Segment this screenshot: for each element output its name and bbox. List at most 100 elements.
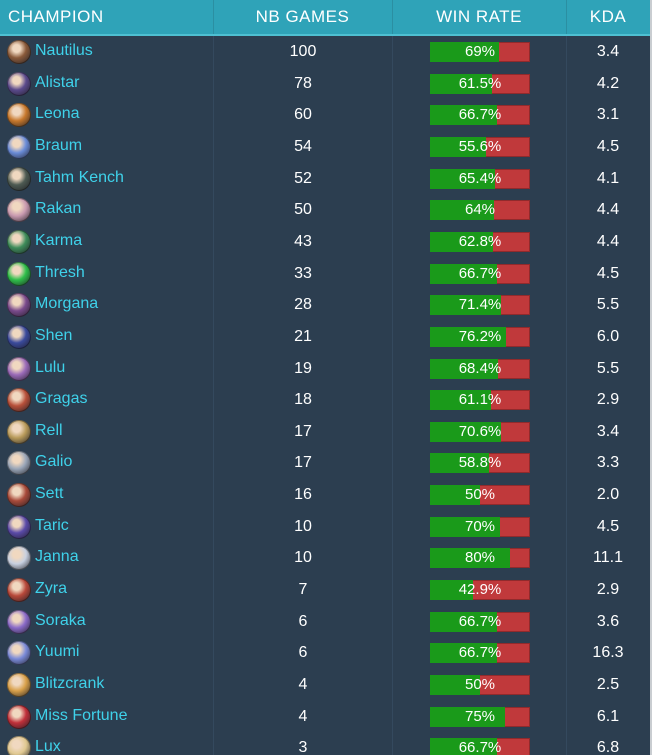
table-row[interactable]: Miss Fortune 4 75% 6.1 xyxy=(0,701,650,733)
champion-portrait-icon xyxy=(7,388,31,413)
winrate-bar-fill xyxy=(430,421,501,442)
table-row[interactable]: Tahm Kench 52 65.4% 4.1 xyxy=(0,163,650,195)
champion-name-link[interactable]: Tahm Kench xyxy=(35,168,124,186)
champion-name-link[interactable]: Nautilus xyxy=(35,42,93,59)
champion-portrait-icon xyxy=(7,609,31,634)
champion-portrait-icon xyxy=(7,514,31,539)
column-header-winrate[interactable]: WIN RATE xyxy=(436,7,522,26)
winrate-label: 66.7% xyxy=(458,644,502,662)
champion-name-link[interactable]: Sett xyxy=(35,485,64,503)
winrate-bar: 42.9% xyxy=(430,580,530,601)
games-count: 10 xyxy=(294,517,312,535)
winrate-bar: 64% xyxy=(430,200,530,221)
champion-name-link[interactable]: Yuumi xyxy=(35,643,80,661)
column-header-kda[interactable]: KDA xyxy=(589,7,627,26)
winrate-bar: 76.2% xyxy=(430,326,530,347)
table-row[interactable]: Shen 21 76.2% 6.0 xyxy=(0,321,650,353)
winrate-bar: 80% xyxy=(430,548,530,569)
winrate-bar-fill xyxy=(430,390,492,411)
games-count: 3 xyxy=(298,739,308,755)
table-row[interactable]: Rakan 50 64% 4.4 xyxy=(0,194,650,226)
champion-name-link[interactable]: Alistar xyxy=(35,73,80,91)
table-row[interactable]: Yuumi 6 66.7% 16.3 xyxy=(0,637,650,669)
table-row[interactable]: Lulu 19 68.4% 5.5 xyxy=(0,353,650,385)
champion-name-link[interactable]: Thresh xyxy=(35,263,85,281)
table-row[interactable]: Taric 10 70% 4.5 xyxy=(0,511,650,543)
winrate-bar: 55.6% xyxy=(430,136,530,157)
winrate-label: 58.8% xyxy=(458,454,502,472)
champion-portrait-icon xyxy=(7,736,31,755)
champion-name-link[interactable]: Janna xyxy=(35,548,79,566)
champion-name-link[interactable]: Blitzcrank xyxy=(35,675,105,692)
champion-name-link[interactable]: Rell xyxy=(35,421,63,439)
champion-name-link[interactable]: Karma xyxy=(35,231,83,249)
champion-portrait-icon xyxy=(7,261,31,286)
table-row[interactable]: Thresh 33 66.7% 4.5 xyxy=(0,258,650,290)
winrate-bar-fill xyxy=(430,200,494,221)
games-count: 28 xyxy=(294,296,312,314)
table-row[interactable]: Nautilus 100 69% 3.4 xyxy=(0,36,650,68)
winrate-bar: 50% xyxy=(430,485,530,506)
champion-name-link[interactable]: Lux xyxy=(35,738,61,755)
winrate-bar-fill xyxy=(430,231,493,252)
table-row[interactable]: Morgana 28 71.4% 5.5 xyxy=(0,289,650,321)
table-row[interactable]: Gragas 18 61.1% 2.9 xyxy=(0,384,650,416)
winrate-label: 69% xyxy=(464,43,496,60)
table-row[interactable]: Zyra 7 42.9% 2.9 xyxy=(0,574,650,606)
champion-name-link[interactable]: Soraka xyxy=(35,611,86,629)
column-divider xyxy=(213,0,214,34)
winrate-bar-fill xyxy=(430,168,496,189)
champion-name-link[interactable]: Shen xyxy=(35,326,73,344)
games-count: 17 xyxy=(294,454,312,472)
champion-name-link[interactable]: Braum xyxy=(35,136,83,154)
table-row[interactable]: Alistar 78 61.5% 4.2 xyxy=(0,68,650,100)
table-row[interactable]: Blitzcrank 4 50% 2.5 xyxy=(0,669,650,701)
winrate-label: 42.9% xyxy=(458,581,502,599)
champion-name-link[interactable]: Lulu xyxy=(35,358,66,376)
winrate-label: 68.4% xyxy=(458,359,502,377)
table-row[interactable]: Leona 60 66.7% 3.1 xyxy=(0,99,650,131)
champion-name-link[interactable]: Galio xyxy=(35,453,73,471)
kda-value: 11.1 xyxy=(593,549,623,567)
games-count: 100 xyxy=(289,43,317,60)
games-count: 7 xyxy=(298,581,308,599)
table-row[interactable]: Karma 43 62.8% 4.4 xyxy=(0,226,650,258)
winrate-label: 70% xyxy=(464,517,496,535)
table-row[interactable]: Galio 17 58.8% 3.3 xyxy=(0,447,650,479)
winrate-bar: 70.6% xyxy=(430,421,530,442)
champion-portrait-icon xyxy=(7,641,31,666)
champion-name-link[interactable]: Rakan xyxy=(35,200,82,218)
column-header-champion[interactable]: CHAMPION xyxy=(8,7,104,26)
column-header-games[interactable]: NB GAMES xyxy=(255,7,350,26)
kda-value: 3.4 xyxy=(596,422,620,440)
games-count: 4 xyxy=(298,707,308,725)
champion-name-link[interactable]: Leona xyxy=(35,105,80,123)
games-count: 4 xyxy=(298,676,308,693)
table-row[interactable]: Braum 54 55.6% 4.5 xyxy=(0,131,650,163)
kda-value: 2.9 xyxy=(596,391,620,409)
column-divider xyxy=(566,36,567,755)
winrate-bar-fill xyxy=(430,73,492,94)
champion-name-link[interactable]: Gragas xyxy=(35,390,88,408)
table-row[interactable]: Lux 3 66.7% 6.8 xyxy=(0,732,650,755)
champion-name-link[interactable]: Miss Fortune xyxy=(35,706,128,724)
winrate-label: 61.1% xyxy=(458,391,502,409)
games-count: 50 xyxy=(294,201,312,219)
champion-portrait-icon xyxy=(7,103,31,128)
champion-name-link[interactable]: Taric xyxy=(35,516,69,534)
kda-value: 3.3 xyxy=(596,454,620,472)
kda-value: 6.0 xyxy=(596,327,620,345)
winrate-bar-fill xyxy=(430,485,480,506)
table-row[interactable]: Soraka 6 66.7% 3.6 xyxy=(0,606,650,638)
champion-name-link[interactable]: Morgana xyxy=(35,295,99,313)
kda-value: 4.5 xyxy=(596,137,620,155)
table-row[interactable]: Janna 10 80% 11.1 xyxy=(0,542,650,574)
table-row[interactable]: Sett 16 50% 2.0 xyxy=(0,479,650,511)
champion-name-link[interactable]: Zyra xyxy=(35,580,67,598)
winrate-bar-fill xyxy=(430,295,502,316)
kda-value: 3.1 xyxy=(596,106,620,124)
champion-portrait-icon xyxy=(7,71,31,96)
kda-value: 2.0 xyxy=(596,486,620,504)
table-row[interactable]: Rell 17 70.6% 3.4 xyxy=(0,416,650,448)
winrate-bar-fill xyxy=(430,706,505,727)
